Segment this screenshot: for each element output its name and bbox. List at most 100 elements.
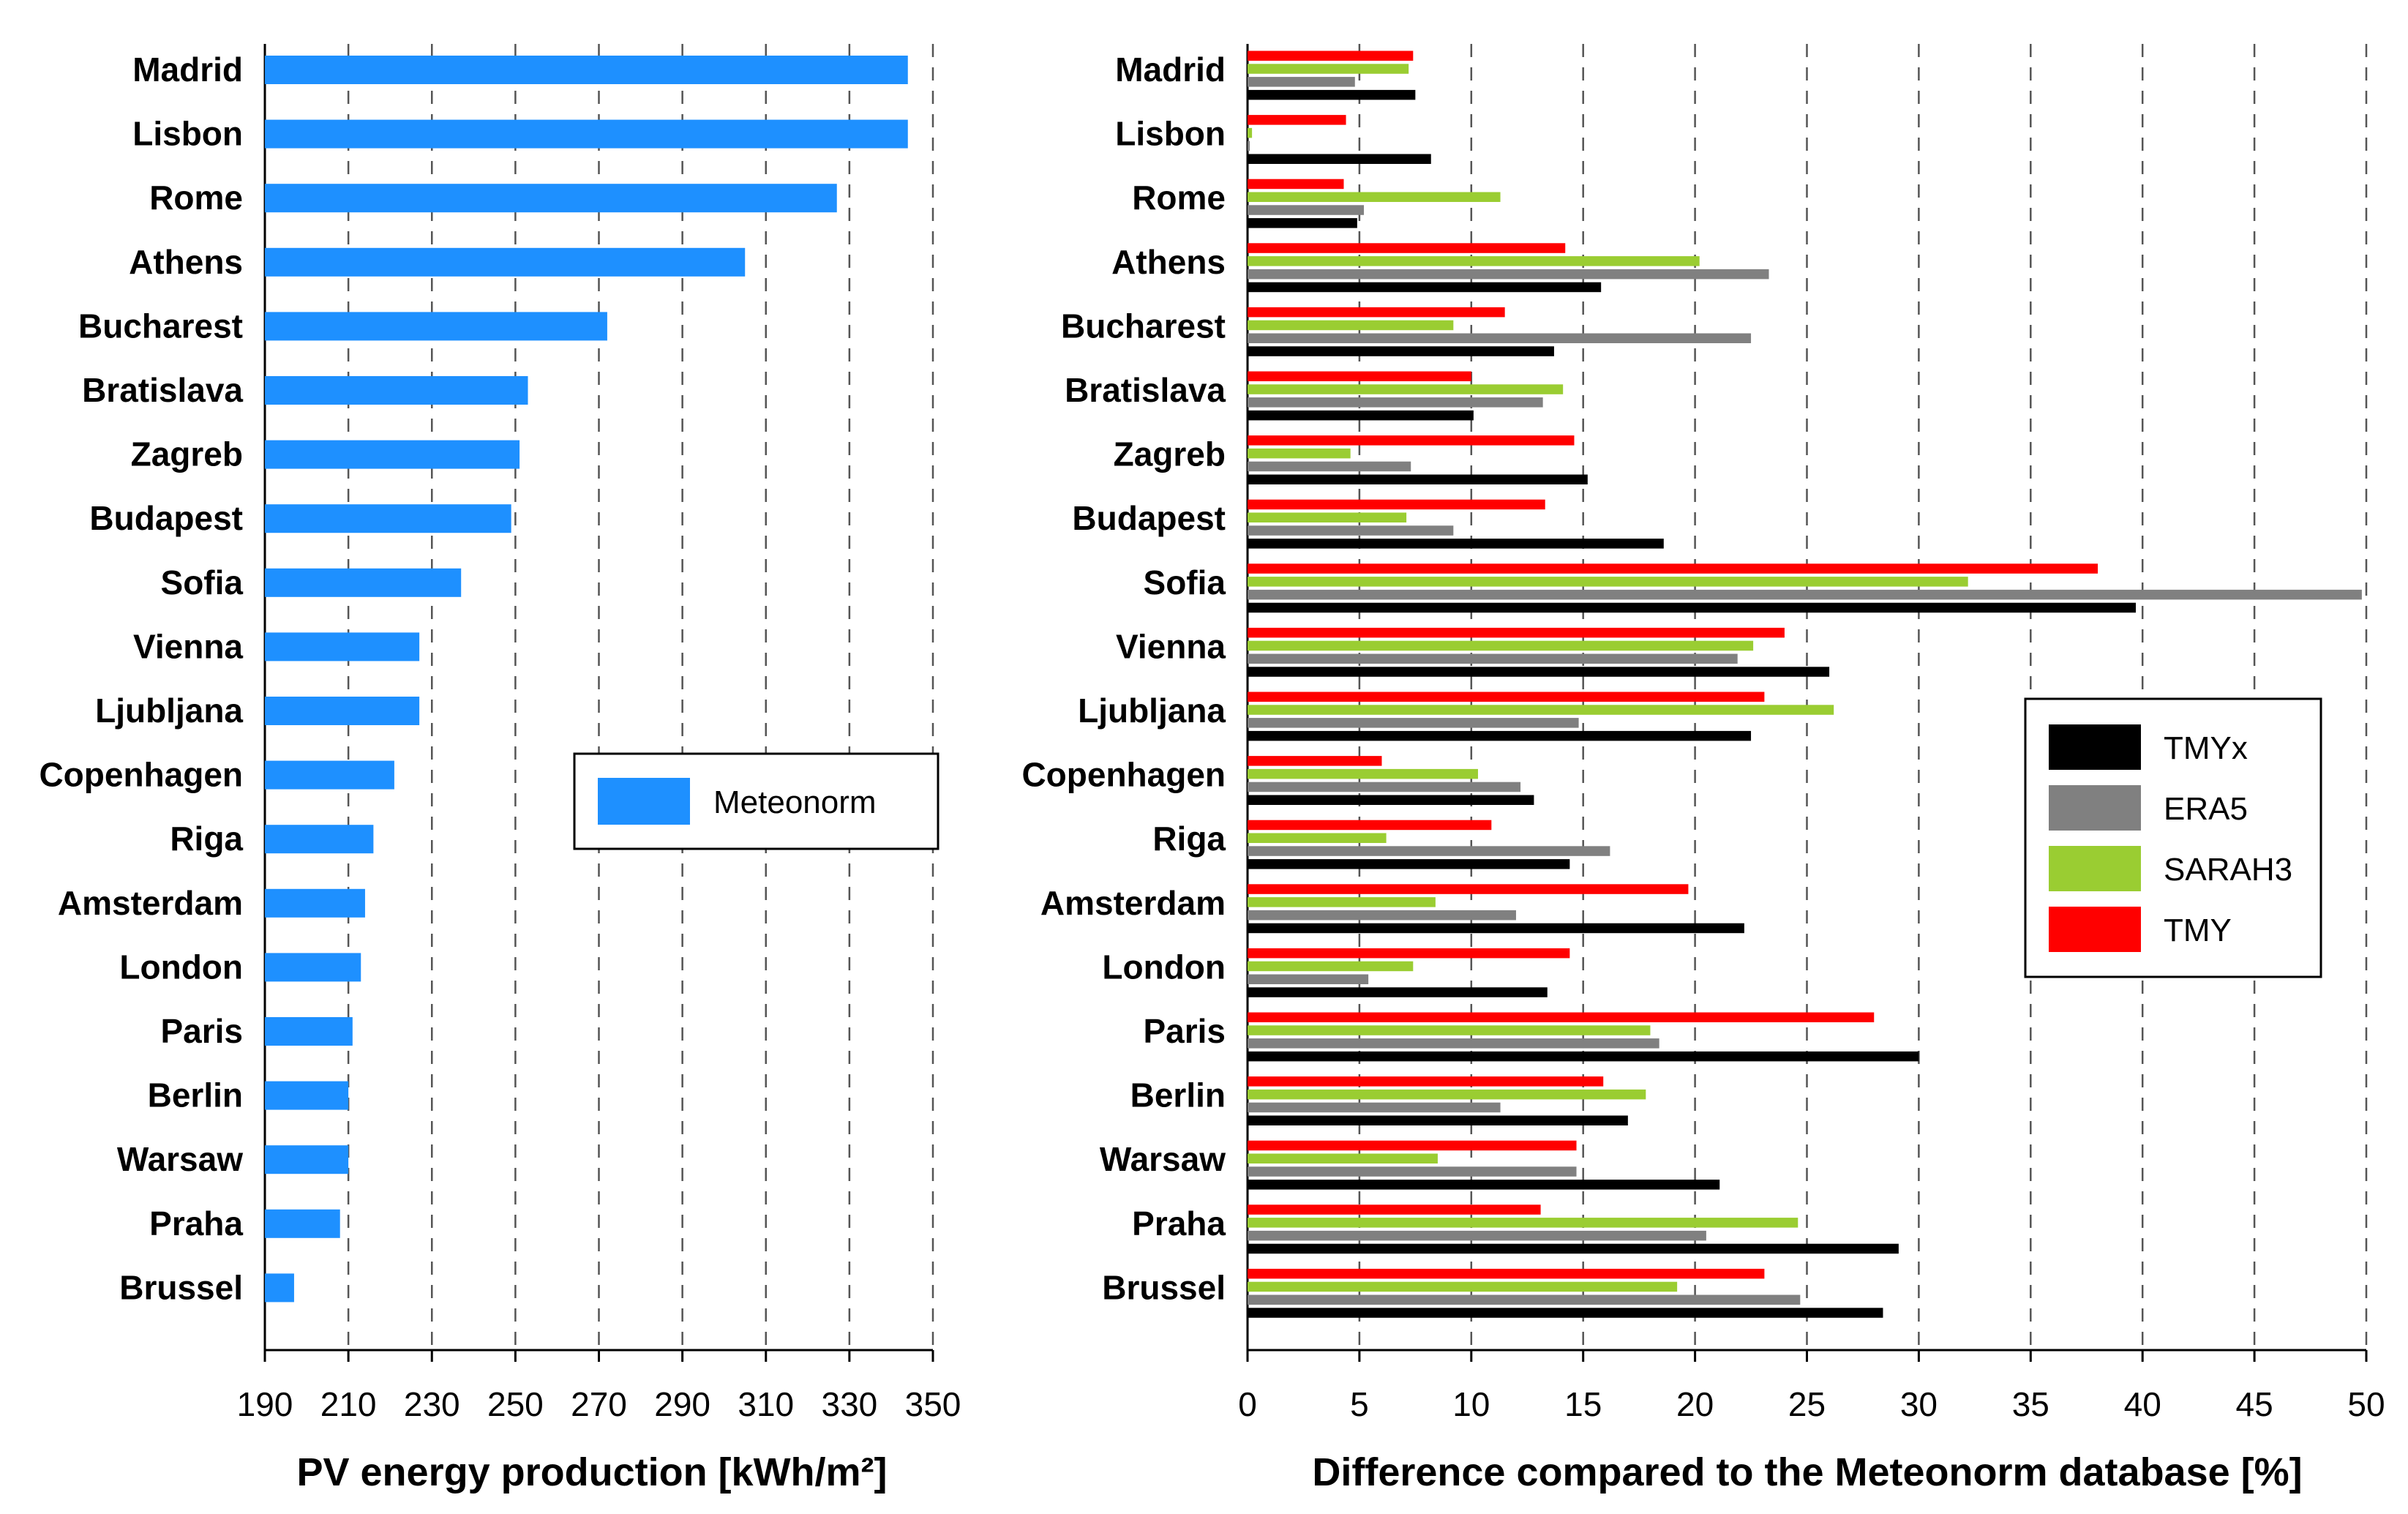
right-bar-madrid-sarah3: [1248, 64, 1409, 74]
left-chart-production: 190 210 230 250 270 290 310 330 350 Madrid Lisbon R…: [39, 44, 961, 1423]
right-bar-warsaw-sarah3: [1248, 1153, 1438, 1163]
left-legend: Meteonorm: [573, 752, 939, 850]
right-category-label-berlin: Berlin: [1130, 1076, 1226, 1114]
left-category-label-athens: Athens: [129, 243, 243, 281]
left-bar-vienna: [265, 632, 420, 662]
right-category-label-copenhagen: Copenhagen: [1021, 756, 1226, 794]
left-x-tick-label: 230: [404, 1385, 460, 1423]
right-bar-zagreb-tmyx: [1248, 474, 1588, 484]
legend-label-era5: ERA5: [2164, 791, 2248, 827]
left-x-tick-label: 270: [571, 1385, 627, 1423]
right-bar-madrid-tmyx: [1248, 89, 1416, 100]
right-category-label-london: London: [1102, 948, 1226, 986]
left-bar-paris: [265, 1017, 353, 1046]
left-bar-budapest: [265, 504, 511, 533]
right-bar-madrid-era5: [1248, 77, 1355, 87]
right-bar-brussel-tmyx: [1248, 1308, 1883, 1318]
right-bar-athens-sarah3: [1248, 256, 1700, 266]
right-x-tick-label: 50: [2347, 1385, 2385, 1423]
left-category-label-lisbon: Lisbon: [132, 115, 243, 153]
right-bar-praha-era5: [1248, 1230, 1706, 1241]
right-bar-london-sarah3: [1248, 961, 1414, 972]
right-bar-budapest-era5: [1248, 525, 1454, 536]
right-bar-sofia-tmyx: [1248, 602, 2137, 613]
right-x-axis-title: Difference compared to the Meteonorm dat…: [1312, 1450, 2302, 1494]
left-x-tick-label: 350: [905, 1385, 961, 1423]
right-legend: TMYx ERA5 SARAH3 TMY: [2024, 697, 2322, 978]
right-bar-vienna-sarah3: [1248, 640, 1754, 651]
right-bar-ljubljana-sarah3: [1248, 705, 1834, 715]
right-bar-brussel-sarah3: [1248, 1281, 1678, 1292]
right-bar-riga-tmy: [1248, 820, 1492, 831]
left-x-tick-label: 190: [237, 1385, 293, 1423]
right-bar-lisbon-sarah3: [1248, 127, 1253, 138]
right-bar-berlin-sarah3: [1248, 1089, 1646, 1100]
right-x-tick-label: 25: [1788, 1385, 1826, 1423]
right-bar-warsaw-tmyx: [1248, 1180, 1720, 1190]
right-bar-bratislava-era5: [1248, 397, 1543, 408]
right-bar-copenhagen-era5: [1248, 782, 1521, 792]
left-category-label-ljubljana: Ljubljana: [95, 692, 243, 730]
right-bar-athens-era5: [1248, 269, 1769, 280]
right-bar-athens-tmy: [1248, 243, 1566, 253]
right-bar-rome-sarah3: [1248, 192, 1501, 202]
right-bar-budapest-tmyx: [1248, 539, 1664, 549]
legend-label-tmy: TMY: [2164, 912, 2232, 948]
legend-swatch-tmyx: [2049, 724, 2141, 770]
right-x-tick-label: 10: [1452, 1385, 1490, 1423]
left-x-tick-label: 290: [654, 1385, 710, 1423]
left-bar-brussel: [265, 1273, 294, 1303]
right-bar-lisbon-tmyx: [1248, 154, 1431, 164]
right-bar-bratislava-sarah3: [1248, 384, 1564, 394]
right-x-tick-label: 40: [2124, 1385, 2161, 1423]
right-bar-warsaw-era5: [1248, 1166, 1577, 1177]
left-category-label-copenhagen: Copenhagen: [39, 756, 243, 794]
right-bar-bratislava-tmyx: [1248, 410, 1474, 421]
right-bar-bucharest-sarah3: [1248, 320, 1454, 331]
right-bar-amsterdam-era5: [1248, 910, 1516, 921]
right-bar-sofia-era5: [1248, 589, 2362, 600]
right-bar-budapest-sarah3: [1248, 512, 1407, 522]
legend-swatch-meteonorm: [598, 778, 690, 825]
right-category-label-budapest: Budapest: [1072, 499, 1226, 537]
right-category-label-athens: Athens: [1111, 243, 1226, 281]
right-bar-vienna-era5: [1248, 653, 1738, 664]
right-bar-madrid-tmy: [1248, 50, 1414, 61]
left-bar-riga: [265, 825, 374, 854]
right-bar-paris-sarah3: [1248, 1025, 1651, 1035]
right-bar-amsterdam-tmy: [1248, 884, 1689, 894]
right-bar-rome-tmy: [1248, 179, 1344, 190]
left-category-label-amsterdam: Amsterdam: [58, 884, 243, 922]
left-category-label-paris: Paris: [160, 1012, 243, 1050]
legend-swatch-sarah3: [2049, 846, 2141, 891]
right-bar-paris-era5: [1248, 1038, 1659, 1049]
right-bar-bucharest-tmy: [1248, 307, 1505, 318]
right-bar-copenhagen-sarah3: [1248, 768, 1478, 779]
left-category-label-bratislava: Bratislava: [82, 371, 243, 409]
right-x-tick-label: 15: [1564, 1385, 1602, 1423]
left-category-label-madrid: Madrid: [132, 50, 243, 89]
right-bar-rome-tmyx: [1248, 218, 1357, 228]
right-category-label-praha: Praha: [1132, 1204, 1226, 1243]
legend-swatch-era5: [2049, 785, 2141, 831]
right-category-label-warsaw: Warsaw: [1100, 1140, 1226, 1178]
left-category-label-riga: Riga: [170, 820, 243, 858]
left-bar-berlin: [265, 1081, 349, 1110]
left-x-tick-label: 250: [487, 1385, 544, 1423]
left-category-label-sofia: Sofia: [161, 563, 244, 602]
left-category-label-zagreb: Zagreb: [131, 435, 243, 473]
right-x-tick-label: 35: [2012, 1385, 2049, 1423]
right-bar-berlin-tmy: [1248, 1076, 1604, 1087]
right-x-tick-label: 20: [1676, 1385, 1714, 1423]
right-bar-lisbon-era5: [1248, 140, 1250, 151]
left-bar-bucharest: [265, 312, 607, 341]
right-bar-rome-era5: [1248, 205, 1365, 215]
right-bar-praha-tmy: [1248, 1204, 1541, 1215]
right-category-label-amsterdam: Amsterdam: [1040, 884, 1226, 922]
left-bar-bratislava: [265, 376, 528, 405]
right-bar-ljubljana-era5: [1248, 718, 1579, 728]
right-category-label-rome: Rome: [1132, 179, 1226, 217]
right-category-label-zagreb: Zagreb: [1114, 435, 1226, 473]
right-bar-warsaw-tmy: [1248, 1140, 1577, 1151]
